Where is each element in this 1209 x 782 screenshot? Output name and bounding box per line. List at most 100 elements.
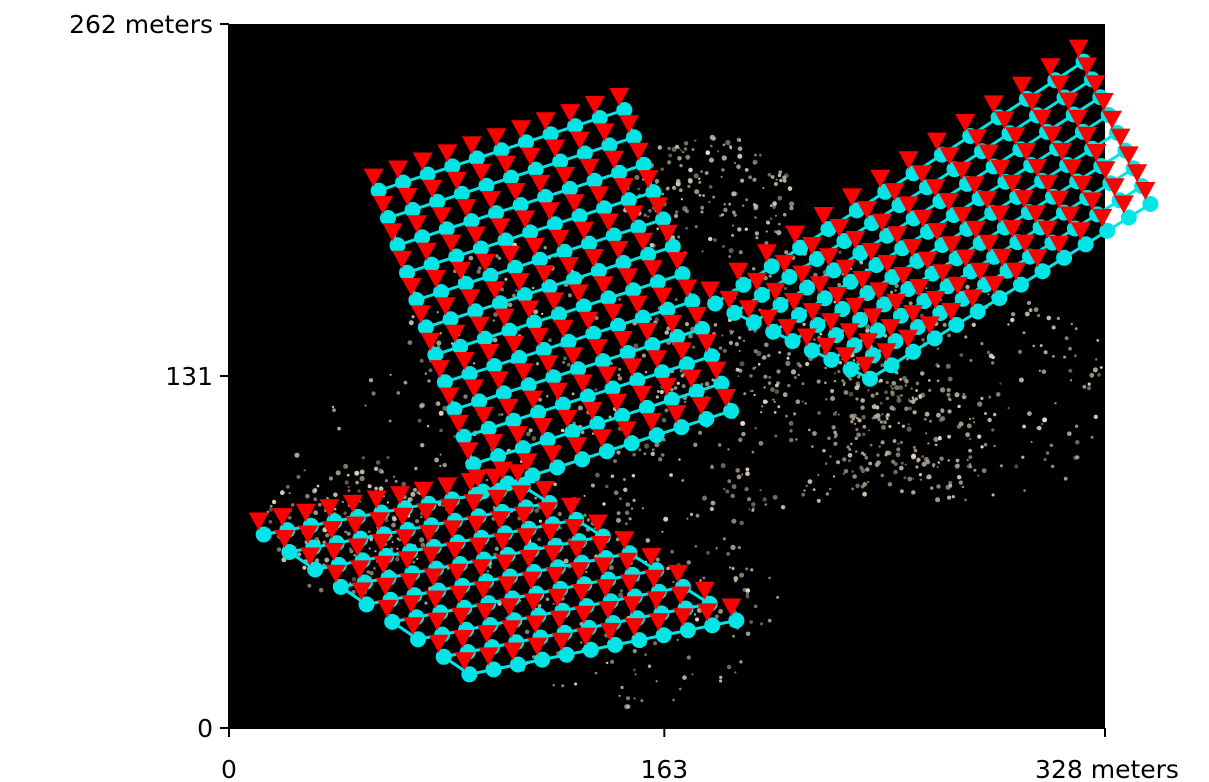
background-dot xyxy=(993,412,997,417)
waypoint-triangle xyxy=(519,300,540,319)
background-dot xyxy=(1024,311,1030,317)
waypoint-circle xyxy=(723,402,740,419)
waypoint-triangle xyxy=(521,571,542,590)
background-dot xyxy=(628,517,632,521)
waypoint-triangle xyxy=(450,261,471,280)
background-dot xyxy=(723,203,726,206)
background-dot xyxy=(368,378,374,383)
background-dot xyxy=(977,474,980,477)
background-dot xyxy=(881,425,886,430)
background-dot xyxy=(420,443,425,448)
background-dot xyxy=(774,389,780,395)
background-dot xyxy=(854,385,860,391)
background-dot xyxy=(1032,344,1035,348)
waypoint-triangle xyxy=(564,519,585,538)
background-dot xyxy=(660,167,664,171)
background-dot xyxy=(731,330,735,333)
background-dot xyxy=(375,460,381,465)
background-dot xyxy=(624,510,630,515)
background-dot xyxy=(1075,455,1080,460)
background-dot xyxy=(673,213,679,219)
waypoint-triangle xyxy=(594,123,615,142)
background-dot xyxy=(731,233,735,237)
waypoint-circle xyxy=(442,311,459,328)
background-dot xyxy=(620,685,624,690)
waypoint-circle xyxy=(626,129,642,146)
waypoint-triangle xyxy=(485,281,505,300)
background-dot xyxy=(337,426,341,431)
background-dot xyxy=(476,269,481,274)
background-dot xyxy=(731,484,737,490)
background-dot xyxy=(889,384,893,388)
waypoint-circle xyxy=(634,309,651,326)
background-dot xyxy=(847,459,851,463)
background-dot xyxy=(947,459,950,462)
waypoint-circle xyxy=(444,158,461,175)
background-dot xyxy=(987,417,992,423)
background-dot xyxy=(973,421,976,424)
background-dot xyxy=(630,507,634,510)
waypoint-circle xyxy=(673,419,690,436)
background-dot xyxy=(768,274,772,278)
waypoint-triangle xyxy=(413,481,434,500)
waypoint-triangle xyxy=(466,515,487,534)
background-dot xyxy=(888,425,892,428)
waypoint-triangle xyxy=(412,152,433,171)
waypoint-circle xyxy=(604,380,621,397)
background-dot xyxy=(722,537,726,541)
waypoint-circle xyxy=(472,240,489,257)
background-dot xyxy=(772,494,778,500)
waypoint-circle xyxy=(478,177,495,194)
background-dot xyxy=(494,546,499,551)
waypoint-triangle xyxy=(1102,110,1122,129)
waypoint-triangle xyxy=(535,112,556,131)
waypoint-circle xyxy=(438,221,455,238)
waypoint-triangle xyxy=(494,308,515,327)
background-dot xyxy=(671,146,677,152)
background-dot xyxy=(936,379,940,383)
waypoint-triangle xyxy=(607,393,628,412)
background-dot xyxy=(995,392,1001,397)
background-dot xyxy=(733,161,737,165)
background-dot xyxy=(819,332,823,336)
background-dot xyxy=(1046,451,1050,455)
background-dot xyxy=(384,479,388,483)
background-dot xyxy=(912,410,917,415)
background-dot xyxy=(1037,313,1041,318)
waypoint-circle xyxy=(585,325,602,342)
waypoint-triangle xyxy=(511,120,531,139)
background-dot xyxy=(1007,406,1010,410)
background-dot xyxy=(745,588,751,593)
waypoint-circle xyxy=(465,456,482,473)
background-dot xyxy=(827,436,831,440)
background-dot xyxy=(324,557,330,563)
waypoint-triangle xyxy=(603,303,623,322)
background-dot xyxy=(535,362,540,366)
waypoint-triangle xyxy=(342,494,363,513)
background-dot xyxy=(702,495,707,501)
background-dot xyxy=(793,412,797,416)
background-dot xyxy=(617,373,621,377)
background-dot xyxy=(785,360,791,366)
background-dot xyxy=(538,519,543,523)
background-dot xyxy=(335,470,341,476)
background-dot xyxy=(708,200,711,204)
background-dot xyxy=(700,205,705,210)
background-dot xyxy=(268,520,273,524)
background-dot xyxy=(954,463,960,469)
waypoint-circle xyxy=(558,646,575,663)
waypoint-circle xyxy=(629,372,646,389)
waypoint-triangle xyxy=(955,249,976,268)
waypoint-triangle xyxy=(619,574,640,593)
background-dot xyxy=(881,413,884,416)
waypoint-circle xyxy=(659,301,676,318)
background-dot xyxy=(748,175,752,180)
background-dot xyxy=(686,322,689,325)
background-dot xyxy=(986,350,991,355)
background-dot xyxy=(608,565,614,571)
background-dot xyxy=(893,461,898,467)
background-dot xyxy=(925,432,928,435)
background-dot xyxy=(715,546,718,550)
background-dot xyxy=(816,498,821,503)
background-dot xyxy=(288,516,292,520)
